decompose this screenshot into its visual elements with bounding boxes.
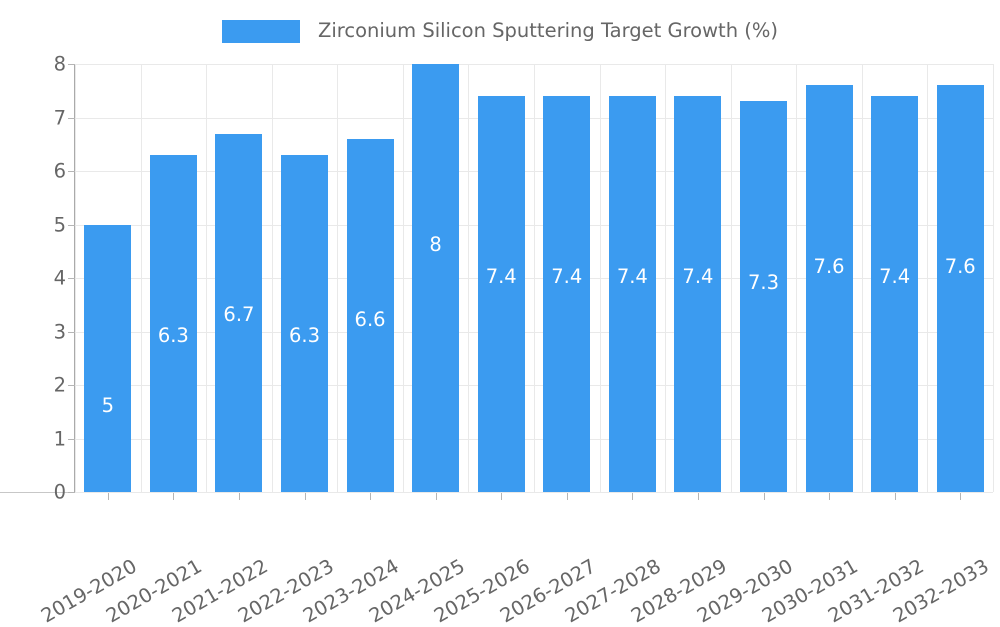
x-axis-tick-mark — [829, 493, 831, 500]
y-axis-tick-mark — [68, 331, 75, 333]
y-axis-ticks: 0 1 2 3 4 5 6 7 8 — [0, 0, 75, 600]
x-axis-tick-mark — [763, 493, 765, 500]
y-axis-tick-mark — [68, 171, 75, 172]
bar-series: 5 6.3 6.7 6.3 6.6 8 7.4 7.4 7.4 7.4 7.3 7.6 7.4 7.6 — [75, 64, 993, 492]
legend-item-series-1[interactable]: Zirconium Silicon Sputtering Target Grow… — [221, 19, 778, 43]
y-axis-tick-label: 0 — [53, 480, 66, 504]
bar[interactable]: 6.6 — [346, 138, 394, 492]
x-axis-tick-mark — [173, 493, 175, 500]
x-axis-tick-mark — [566, 493, 568, 500]
y-axis-tick-mark — [68, 438, 75, 440]
bar[interactable]: 7.4 — [477, 96, 525, 492]
bar[interactable]: 7.6 — [805, 85, 853, 492]
x-axis-tick-mark — [501, 493, 503, 500]
x-axis-tick-mark — [304, 493, 306, 500]
bar[interactable]: 7.4 — [871, 96, 919, 492]
bar[interactable]: 7.4 — [543, 96, 591, 492]
y-axis-tick-label: 2 — [53, 373, 66, 397]
x-axis-ticks: 2019-2020 2020-2021 2021-2022 2022-2023 2023… — [37, 493, 993, 627]
chart-legend: Zirconium Silicon Sputtering Target Grow… — [0, 12, 1000, 50]
x-axis-tick-mark — [894, 493, 896, 500]
x-axis-tick-mark — [697, 493, 699, 500]
bar[interactable]: 8 — [412, 64, 460, 492]
y-axis-tick-mark — [68, 278, 75, 279]
bar[interactable]: 5 — [84, 224, 132, 492]
x-axis-tick-mark — [238, 493, 240, 500]
x-axis-tick-mark — [435, 493, 437, 500]
y-axis-tick-label: 1 — [53, 426, 66, 450]
y-axis-tick-mark — [68, 224, 75, 226]
y-axis-tick-label: 4 — [53, 266, 66, 290]
bar[interactable]: 6.7 — [215, 133, 263, 492]
y-axis-tick-label: 8 — [53, 52, 66, 76]
x-axis-tick-mark — [370, 493, 372, 500]
y-axis-tick-label: 5 — [53, 212, 66, 236]
y-axis-tick-label: 6 — [53, 159, 66, 183]
x-axis-tick-mark — [632, 493, 634, 500]
y-axis-tick-mark — [68, 385, 75, 386]
y-axis-tick-mark — [68, 492, 75, 493]
y-axis-tick-mark — [68, 117, 75, 119]
bar[interactable]: 7.3 — [740, 101, 787, 492]
x-axis-tick-mark — [960, 493, 962, 500]
y-axis-tick-label: 3 — [53, 319, 66, 343]
legend-label-series-1: Zirconium Silicon Sputtering Target Grow… — [317, 19, 778, 43]
bar[interactable]: 7.4 — [674, 96, 722, 492]
y-axis-tick-mark — [68, 64, 75, 65]
y-axis-tick-label: 7 — [53, 105, 66, 129]
legend-color-swatch-icon — [221, 19, 300, 43]
x-axis-tick-mark — [107, 493, 109, 500]
